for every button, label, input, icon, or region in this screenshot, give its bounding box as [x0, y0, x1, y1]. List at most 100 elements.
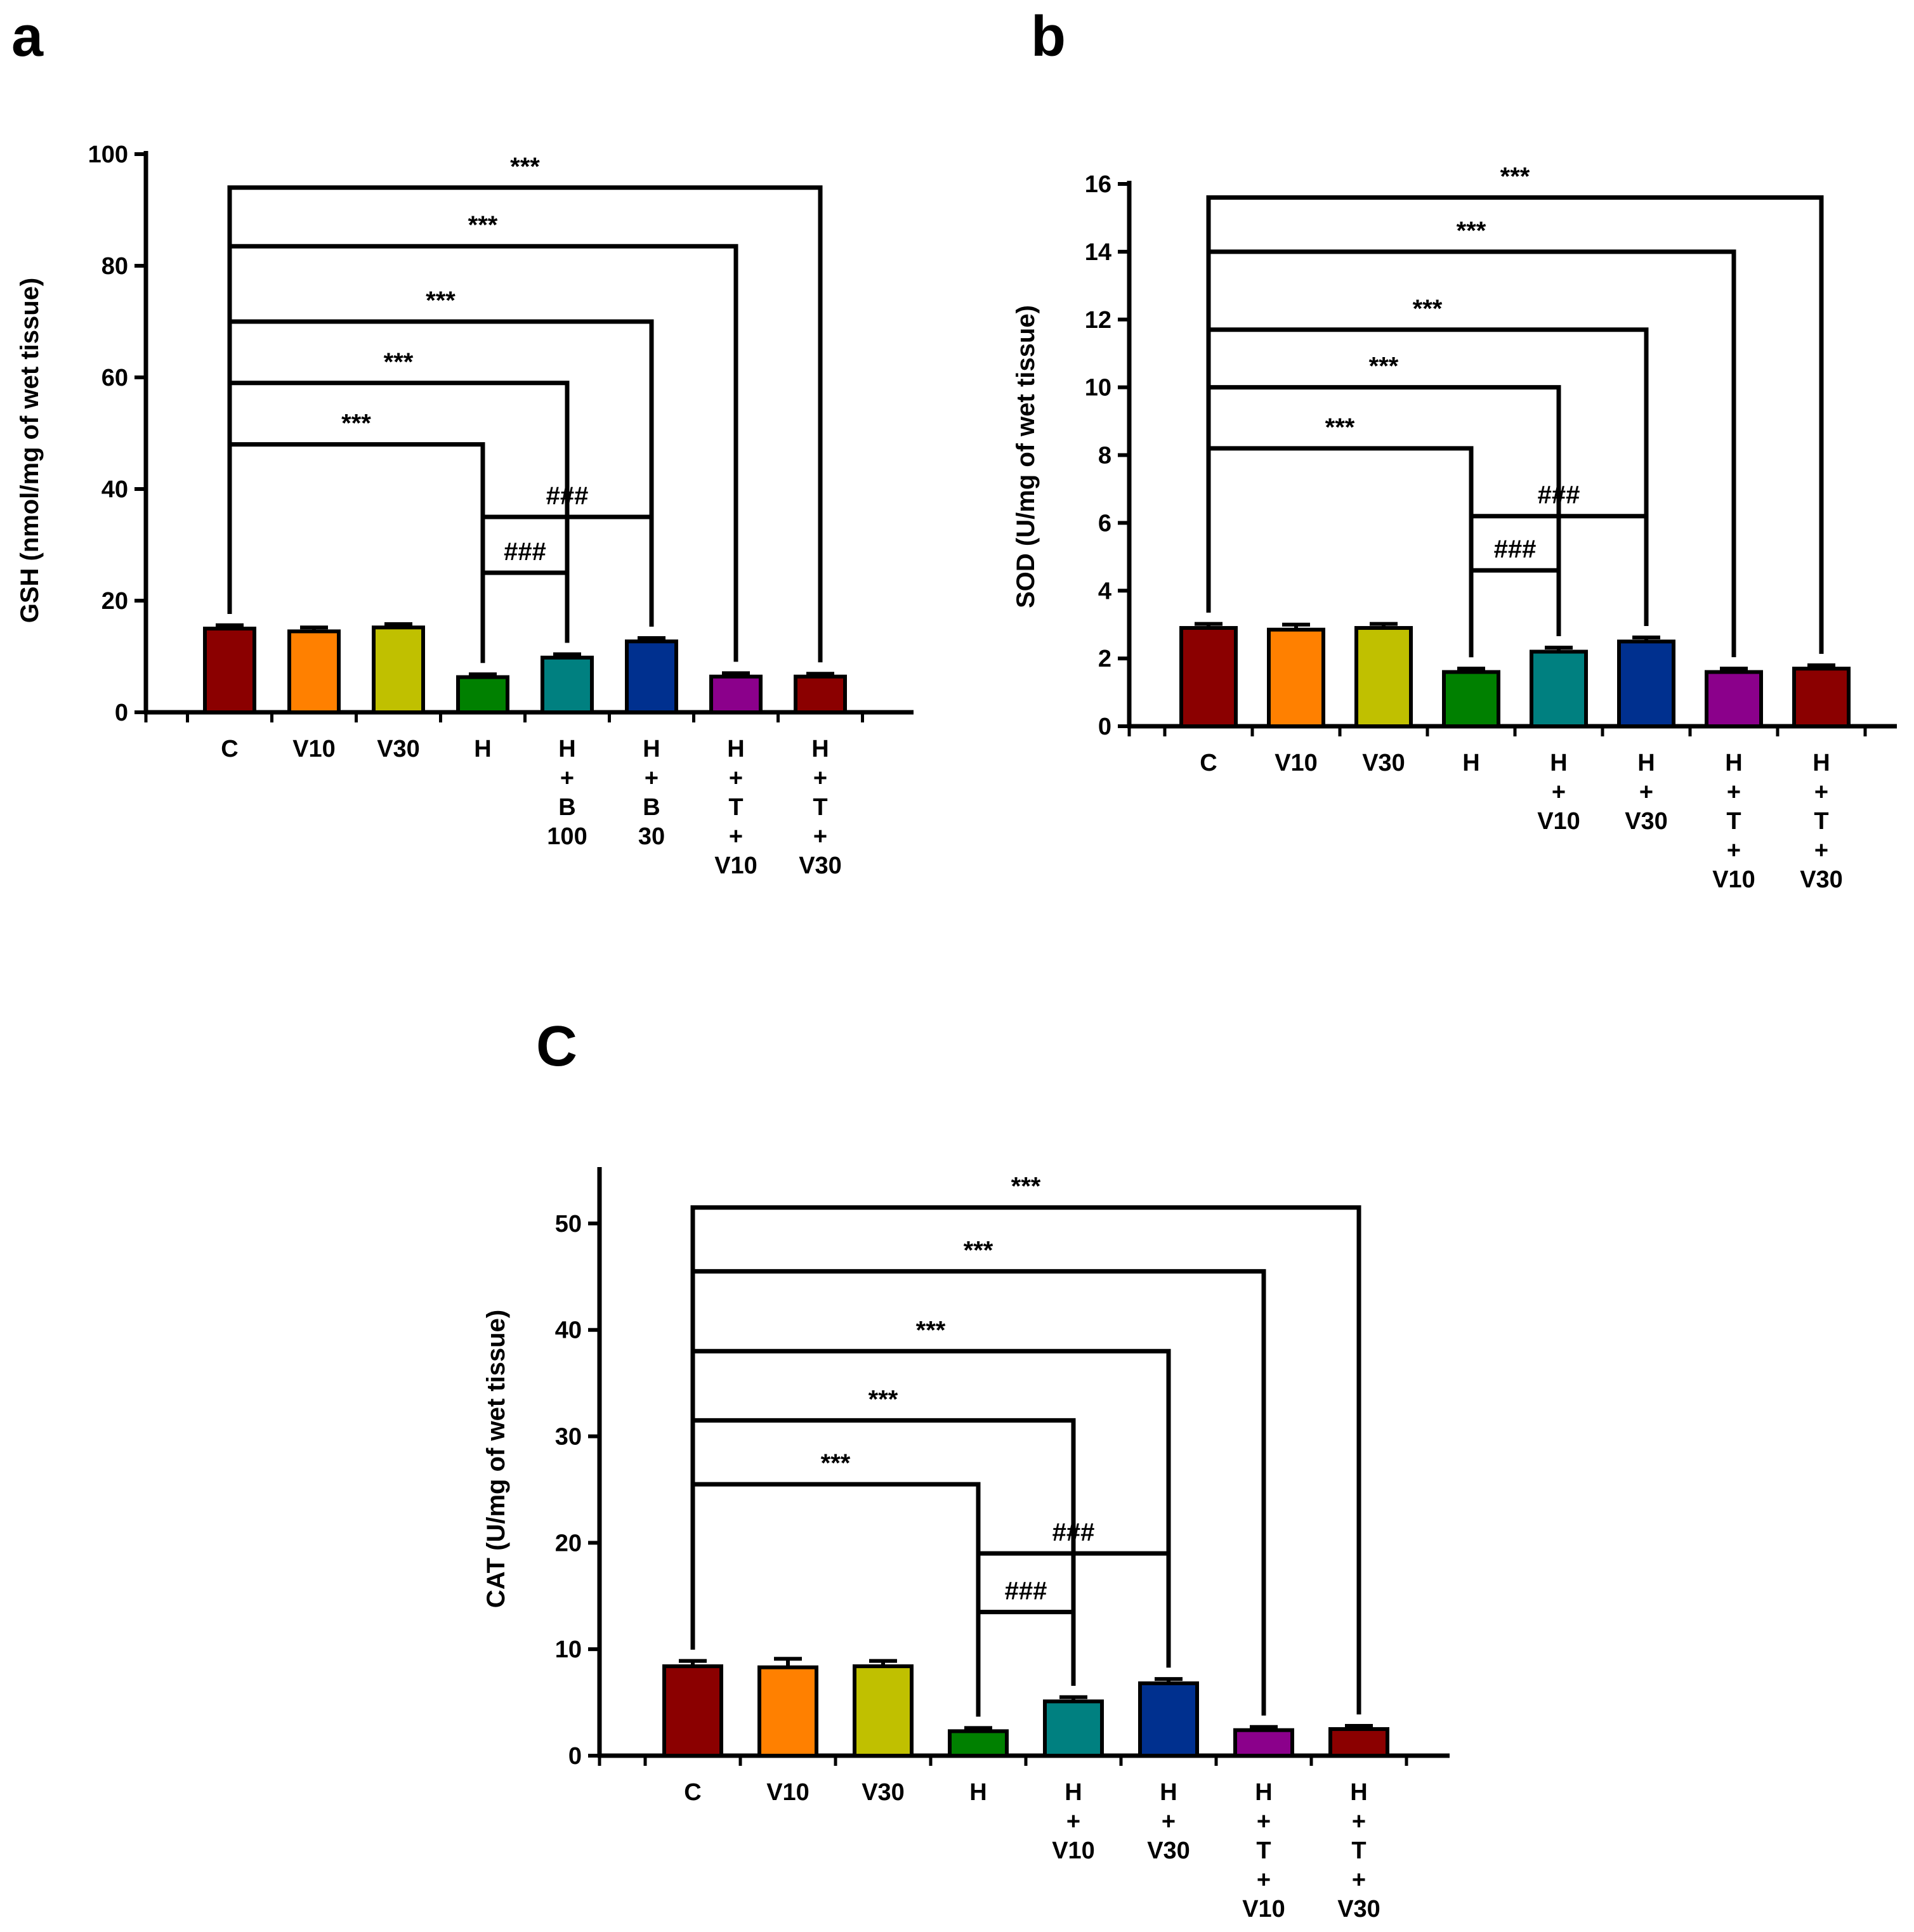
x-tick-label: C — [1200, 750, 1217, 776]
x-tick-label: V30 — [862, 1779, 905, 1806]
bar — [1792, 667, 1851, 728]
x-tick-label: V30 — [1337, 1896, 1380, 1922]
x-tick-label: 100 — [547, 823, 587, 850]
bar — [1705, 670, 1763, 728]
significance-bracket — [480, 570, 570, 663]
chart-gsh: GSH (nmol/mg of wet tissue) 0 20 40 60 80 100 C… — [16, 141, 914, 879]
significance-label: *** — [1369, 353, 1399, 381]
significance-label: ### — [1538, 481, 1580, 509]
significance-label: ### — [504, 538, 546, 566]
y-tick-label: 6 — [1098, 510, 1111, 537]
x-tick-label: V30 — [1362, 750, 1405, 776]
x-tick-label: + — [1727, 837, 1741, 864]
panel-letter-a: a — [11, 5, 44, 69]
x-tick-label: + — [1814, 779, 1828, 806]
x-tick-label: H — [1255, 1779, 1272, 1806]
x-tick-label: H — [1065, 1779, 1082, 1806]
significance-label: *** — [869, 1385, 898, 1413]
panel-letter-b: b — [1031, 5, 1066, 69]
x-tick-label: H — [727, 736, 744, 762]
chart-sod: SOD (U/mg of wet tissue) 0 2 4 6 8 10 12 14 16 C V1… — [1012, 162, 1897, 893]
significance-label: *** — [468, 211, 498, 239]
significance-bracket — [1206, 195, 1824, 654]
x-tick-label: + — [813, 823, 827, 850]
x-tick-label: + — [729, 823, 743, 850]
x-tick-label: H — [558, 736, 575, 762]
x-tick-label: H — [643, 736, 660, 762]
significance-bracket — [227, 381, 570, 643]
y-tick-label: 60 — [102, 365, 128, 391]
x-tick-label: V30 — [1625, 808, 1668, 835]
y-tick-label: 40 — [555, 1317, 582, 1344]
x-tick-label: + — [645, 765, 659, 792]
x-tick-label: C — [684, 1779, 701, 1806]
y-tick-label: 20 — [102, 588, 128, 615]
y-axis-label: SOD (U/mg of wet tissue) — [1012, 305, 1040, 608]
significance-bracket — [976, 1609, 1076, 1717]
significance-label: *** — [384, 348, 414, 376]
significance-label: ### — [1494, 535, 1537, 563]
significance-bracket — [690, 1482, 981, 1717]
panel-b: b SOD (U/mg of wet tissue) 0 2 4 6 8 10 12 14 16 C… — [1012, 5, 1897, 893]
x-tick-label: + — [729, 765, 743, 792]
x-tick-label: H — [1550, 750, 1567, 776]
x-tick-label: B — [558, 794, 575, 821]
x-tick-label: + — [1257, 1808, 1271, 1835]
y-tick-label: 30 — [555, 1424, 582, 1451]
significance-label: *** — [821, 1449, 851, 1477]
significance-label: *** — [1500, 162, 1530, 190]
y-tick-label: 0 — [115, 700, 128, 726]
x-tick-label: + — [1727, 779, 1741, 806]
x-tick-label: V10 — [292, 736, 336, 762]
bar — [1354, 626, 1413, 728]
bar — [709, 674, 763, 715]
x-tick-label: + — [1352, 1808, 1366, 1835]
bar — [1138, 1681, 1199, 1758]
y-tick-label: 0 — [1098, 714, 1111, 740]
x-tick-label: H — [1812, 750, 1830, 776]
x-tick-label: V30 — [799, 852, 842, 879]
significance-bracket — [1206, 385, 1561, 637]
significance-label: *** — [916, 1316, 946, 1344]
x-tick-label: H — [811, 736, 829, 762]
bar — [203, 627, 256, 714]
chart-cat: CAT (U/mg of wet tissue) 0 10 20 30 40 50 C V10 V… — [482, 1167, 1450, 1922]
x-tick-label: V10 — [1242, 1896, 1285, 1922]
significance-bracket — [1206, 327, 1649, 626]
significance-label: ### — [1005, 1577, 1047, 1605]
bar — [794, 674, 847, 715]
x-tick-label: V10 — [1052, 1837, 1095, 1864]
bar — [1267, 627, 1325, 728]
significance-label: *** — [1413, 295, 1443, 323]
y-tick-label: 100 — [88, 141, 128, 168]
x-tick-label: + — [1639, 779, 1653, 806]
significance-bracket — [227, 185, 823, 663]
bar — [456, 675, 509, 715]
x-tick-label: C — [221, 736, 238, 762]
x-tick-label: V10 — [714, 852, 757, 879]
y-tick-label: 4 — [1098, 578, 1111, 604]
x-tick-label: H — [1637, 750, 1655, 776]
significance-bracket — [1469, 568, 1561, 658]
panel-a: a GSH (nmol/mg of wet tissue) 0 20 40 60 80 10… — [11, 5, 914, 879]
significance-label: *** — [426, 287, 456, 315]
bar — [1617, 639, 1675, 728]
x-tick-label: + — [1814, 837, 1828, 864]
y-axis-label: CAT (U/mg of wet tissue) — [482, 1310, 510, 1608]
bar — [1328, 1727, 1389, 1758]
bar — [1043, 1699, 1104, 1758]
y-tick-label: 10 — [1085, 375, 1111, 401]
x-tick-label: + — [1066, 1808, 1080, 1835]
x-tick-label: V10 — [1537, 808, 1580, 835]
significance-label: *** — [1457, 217, 1486, 245]
y-axis-label: GSH (nmol/mg of wet tissue) — [16, 278, 44, 623]
x-tick-label: H — [1725, 750, 1742, 776]
x-tick-label: H — [1350, 1779, 1367, 1806]
x-tick-label: + — [560, 765, 574, 792]
y-tick-label: 12 — [1085, 307, 1111, 334]
bar — [541, 655, 594, 715]
x-tick-label: B — [643, 794, 660, 821]
x-tick-label: T — [1256, 1837, 1271, 1864]
significance-label: *** — [510, 153, 540, 181]
